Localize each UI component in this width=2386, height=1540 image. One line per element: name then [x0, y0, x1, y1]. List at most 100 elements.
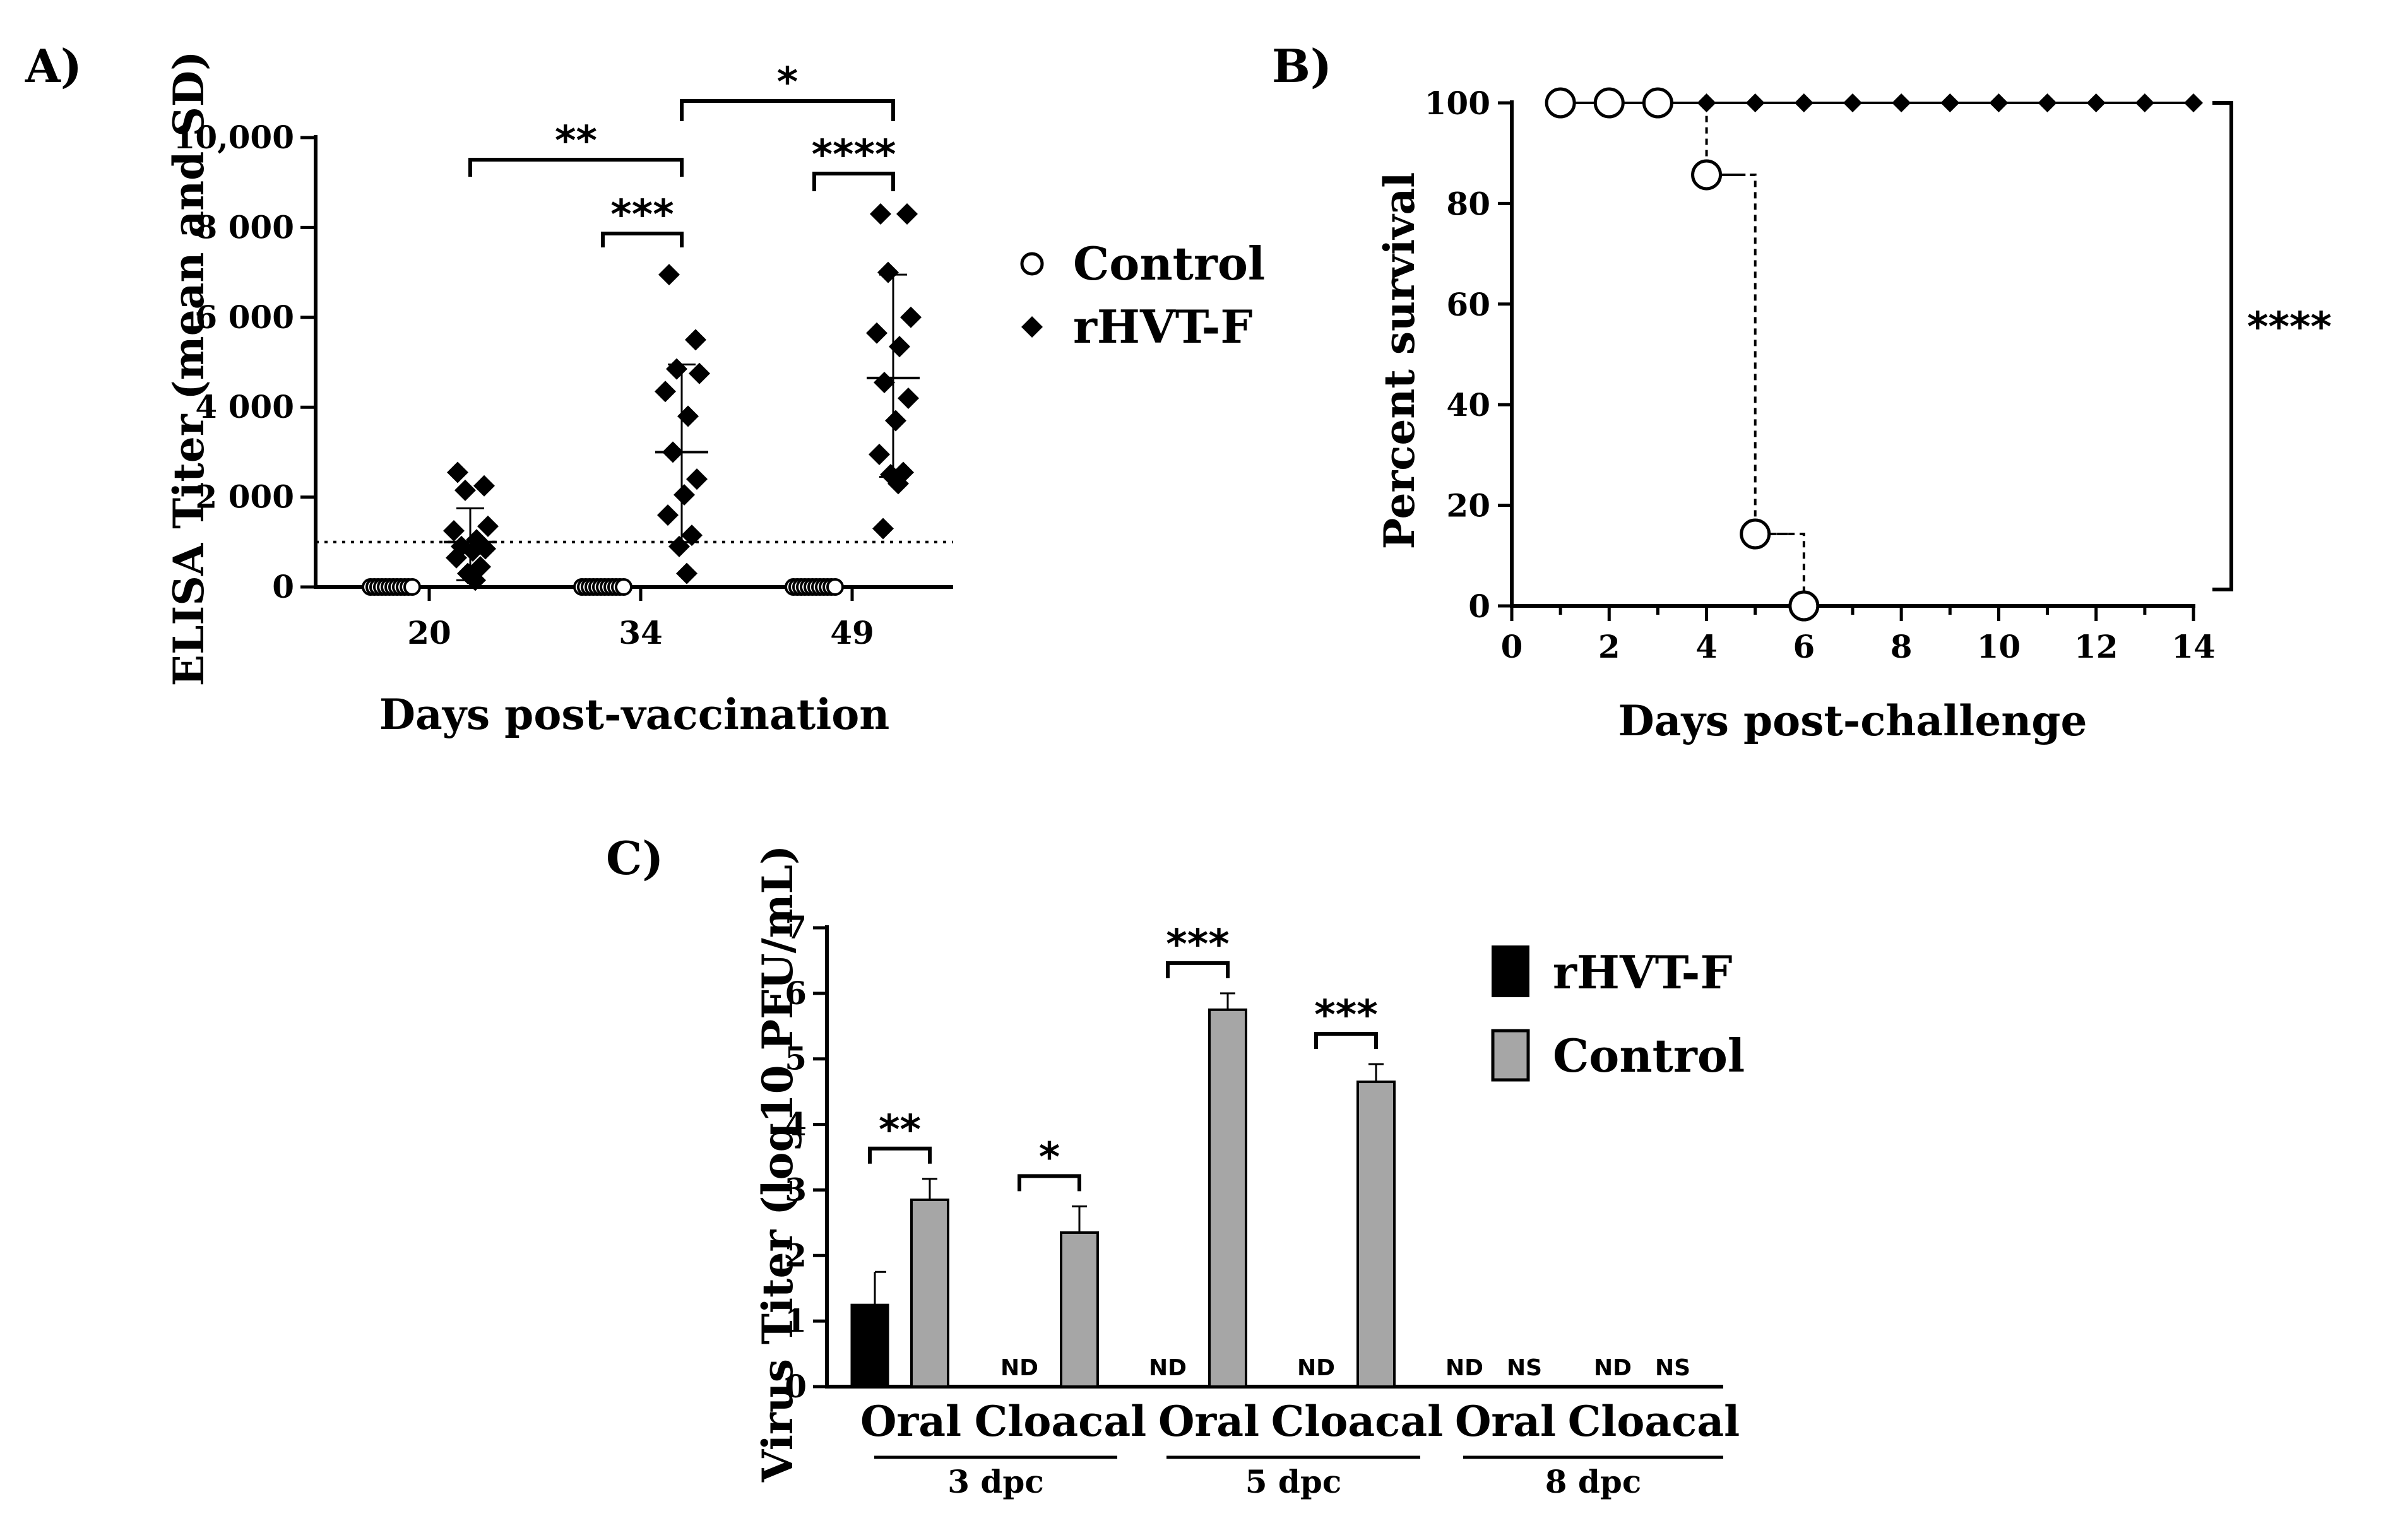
panel-a-rhvt-point: [681, 524, 703, 547]
panel-b-x-tick-label: 4: [1695, 628, 1718, 665]
panel-c-control-ns: NS: [1655, 1355, 1690, 1381]
panel-c-rhvt-bar: [850, 1303, 889, 1388]
panel-c-rhvt-nd: ND: [1000, 1355, 1038, 1381]
panel-a-y-axis-title: ELISA Titer (mean and SD): [164, 51, 213, 687]
panel-b-y-tick-label: 40: [1446, 386, 1490, 424]
panel-b-x-tick-label: 2: [1598, 628, 1620, 665]
panel-c-label: C): [606, 831, 663, 885]
panel-b-rhvt-point: [1794, 93, 1813, 112]
panel-a-rhvt-point: [898, 387, 919, 409]
panel-a-y-tick-label: 0: [272, 568, 294, 605]
panel-c-legend-rhvt: rHVT-F: [1553, 945, 1732, 999]
panel-c-control-bar: [1060, 1231, 1099, 1388]
panel-b-x-axis-title: Days post-challenge: [1618, 696, 2087, 745]
panel-b-control-point: [1691, 159, 1723, 191]
panel-c-category-label: Cloacal: [975, 1397, 1146, 1446]
panel-a-x-tick-label: 20: [407, 614, 451, 651]
panel-c-group-label: 5 dpc: [1245, 1463, 1342, 1500]
panel-a-control-point: [826, 578, 844, 596]
panel-c-y-tick-label: 0: [785, 1368, 807, 1405]
panel-c-y-tick-label: 7: [785, 909, 807, 946]
panel-c-category-label: Cloacal: [1271, 1397, 1443, 1446]
panel-a-y-tick-label: 2 000: [195, 478, 294, 516]
panel-c-rhvt-nd: ND: [1445, 1355, 1483, 1381]
panel-b-x-tick-label: 6: [1793, 628, 1815, 665]
panel-c-y-tick-label: 5: [785, 1040, 807, 1077]
panel-c-control-bar: [1208, 1008, 1247, 1388]
panel-a-rhvt-point: [462, 540, 484, 562]
panel-b-rhvt-point: [1697, 93, 1716, 112]
panel-a-rhvt-point: [896, 203, 918, 225]
panel-a-legend-control: Control: [1073, 237, 1265, 290]
panel-a-rhvt-point: [657, 504, 679, 526]
panel-a-rhvt-point: [473, 475, 495, 497]
panel-a-sig-2: [601, 232, 684, 247]
panel-b-control-point: [1593, 87, 1625, 119]
panel-c-group-label: 3 dpc: [947, 1463, 1044, 1500]
panel-b-control-point: [1788, 590, 1820, 622]
panel-b-label: B): [1272, 39, 1332, 93]
panel-b-x-tick-label: 10: [1977, 628, 2021, 665]
panel-a-rhvt-point: [454, 479, 476, 501]
panel-a-y-tick-label: 6 000: [195, 299, 294, 336]
panel-a-x-tick-label: 49: [830, 614, 874, 651]
panel-c-rhvt-nd: ND: [1594, 1355, 1632, 1381]
panel-c-y-tick-label: 3: [785, 1171, 807, 1208]
panel-c-sig-bracket: [868, 1146, 932, 1164]
panel-a-y-tick-label: 10,000: [174, 119, 294, 156]
panel-a-sig-2-label: ***: [610, 192, 674, 239]
panel-b-rhvt-point: [2135, 93, 2154, 112]
panel-c-sig-bracket: [1166, 961, 1230, 978]
panel-a-rhvt-point: [666, 358, 687, 380]
panel-a-rhvt-point: [889, 336, 910, 358]
panel-a-rhvt-point: [885, 410, 906, 432]
panel-a-sig-1: [468, 158, 684, 177]
panel-b-y-tick-label: 20: [1446, 487, 1490, 524]
panel-a-rhvt-point: [685, 329, 706, 351]
panel-a-rhvt-point: [900, 306, 922, 328]
panel-a-rhvt-point: [869, 443, 890, 465]
panel-a-y-tick-label: 8 000: [195, 208, 294, 246]
panel-b-rhvt-point: [1843, 93, 1862, 112]
panel-b-rhvt-point: [1892, 93, 1911, 112]
panel-c-category-label: Oral: [1455, 1397, 1556, 1446]
panel-a-sig-4-label: ****: [812, 132, 896, 179]
panel-a-rhvt-point: [866, 322, 887, 344]
panel-b-rhvt-point: [2184, 93, 2203, 112]
panel-c-y-tick-label: 2: [785, 1236, 807, 1274]
panel-b-rhvt-point: [2086, 93, 2106, 112]
panel-b-sig-bracket: [2212, 101, 2233, 591]
panel-c-y-tick-label: 4: [785, 1106, 807, 1143]
panel-a-sig-3-label: *: [777, 59, 798, 106]
panel-a-rhvt-point: [655, 381, 676, 403]
panel-b-y-tick-label: 100: [1425, 85, 1490, 122]
panel-c-control-bar: [1356, 1081, 1396, 1389]
panel-b-rhvt-point: [2038, 93, 2057, 112]
panel-a-x-axis-title: Days post-vaccination: [379, 690, 890, 739]
panel-a-rhvt-point: [658, 264, 680, 286]
panel-c-legend-control-swatch: [1491, 1029, 1530, 1082]
panel-c-y-tick-label: 1: [785, 1302, 807, 1339]
panel-c-category-label: Oral: [1158, 1397, 1259, 1446]
panel-a-legend-rhvt-marker: [1021, 316, 1043, 338]
panel-b-x-tick-label: 12: [2074, 628, 2118, 665]
panel-b-y-tick-label: 60: [1446, 286, 1490, 323]
panel-b-x-tick-label: 0: [1501, 628, 1523, 665]
panel-a-rhvt-point: [874, 372, 895, 394]
panel-b-y-tick-label: 0: [1468, 588, 1490, 625]
panel-b-y-tick-label: 80: [1446, 185, 1490, 222]
panel-b-y-axis-title: Percent survival: [1375, 172, 1424, 550]
panel-a-x-tick-label: 34: [619, 614, 663, 651]
panel-a-rhvt-point: [689, 362, 710, 384]
panel-a-rhvt-point: [872, 518, 894, 540]
panel-a-control-point: [615, 578, 632, 596]
panel-c-sig-label: **: [879, 1107, 921, 1154]
panel-b-rhvt-point: [1745, 93, 1765, 112]
panel-a-sig-4: [812, 172, 895, 191]
panel-c-legend-control: Control: [1553, 1029, 1745, 1082]
panel-c-control-bar: [910, 1199, 949, 1389]
panel-a-sig-3: [680, 99, 895, 121]
panel-c-sig-label: ***: [1314, 992, 1377, 1039]
panel-c-rhvt-nd: ND: [1297, 1355, 1335, 1381]
